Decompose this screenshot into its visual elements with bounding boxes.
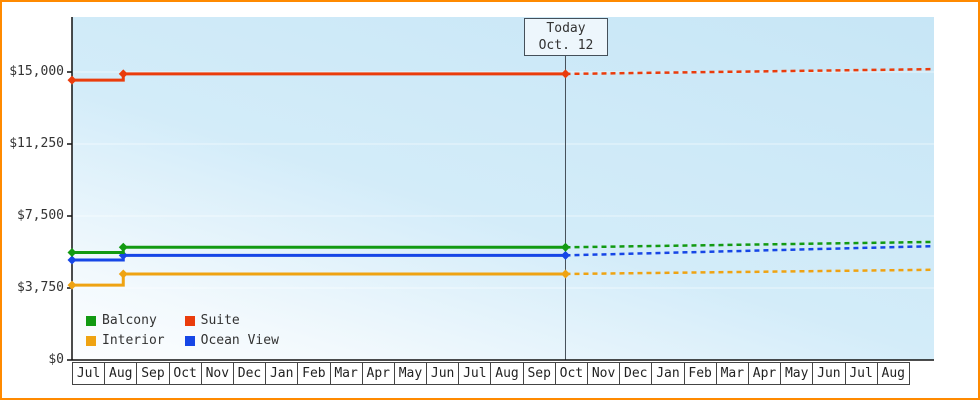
- x-axis: Jul Aug Sep Oct Nov Dec Jan Feb Mar Apr May Jun Jul A…: [72, 362, 910, 385]
- x-axis-label: Jul: [72, 362, 106, 385]
- data-marker: [67, 280, 77, 290]
- today-marker-label: Today Oct. 12: [524, 18, 608, 56]
- data-marker: [67, 247, 77, 257]
- x-axis-label: Aug: [490, 362, 524, 385]
- y-axis-label: $3,750: [17, 280, 64, 295]
- x-axis-label: Dec: [232, 362, 267, 385]
- x-axis-label: Jun: [812, 362, 846, 385]
- legend-item-suite: Suite: [184, 313, 279, 328]
- x-axis-label: Sep: [136, 362, 170, 385]
- x-axis-label: Apr: [361, 362, 395, 385]
- x-axis-label: Aug: [876, 362, 910, 385]
- x-axis-label: Jan: [651, 362, 685, 385]
- series-line-ocean-view: [72, 253, 566, 262]
- forecast-line-balcony: [565, 240, 935, 249]
- series-line-interior: [72, 272, 566, 287]
- x-axis-label: Feb: [683, 362, 717, 385]
- legend-swatch-icon: [184, 335, 195, 346]
- x-axis-label: Mar: [329, 362, 363, 385]
- data-marker: [560, 69, 570, 79]
- x-axis-label: Jul: [458, 362, 492, 385]
- legend-swatch-icon: [86, 335, 96, 346]
- legend-label: Ocean View: [200, 333, 279, 348]
- today-label-line1: Today: [546, 21, 586, 36]
- data-marker: [560, 269, 570, 279]
- forecast-line-ocean-view: [565, 244, 935, 257]
- series-line-suite: [72, 72, 566, 82]
- x-axis-label: Oct: [554, 362, 588, 385]
- x-axis-label: Jan: [265, 362, 299, 385]
- y-axis-label: $0: [48, 352, 64, 367]
- x-axis-label: Jul: [844, 362, 878, 385]
- forecast-line-interior: [565, 268, 935, 276]
- x-axis-label: Oct: [168, 362, 202, 385]
- x-axis-label: May: [780, 362, 814, 385]
- x-axis-label: Nov: [200, 362, 234, 385]
- x-axis-label: Feb: [297, 362, 331, 385]
- data-marker: [118, 269, 128, 279]
- legend-label: Balcony: [102, 313, 157, 328]
- forecast-line-suite: [565, 67, 935, 76]
- x-axis-label: Jun: [426, 362, 460, 385]
- today-label-line2: Oct. 12: [538, 38, 594, 53]
- x-axis-label: Aug: [104, 362, 138, 385]
- series-line-balcony: [72, 245, 566, 254]
- legend-label: Interior: [102, 333, 165, 348]
- legend-label: Suite: [200, 313, 240, 328]
- y-axis-label: $7,500: [17, 208, 64, 223]
- data-marker: [118, 242, 128, 252]
- legend-item-balcony: Balcony: [86, 313, 165, 328]
- data-marker: [118, 69, 128, 79]
- x-axis-label: Nov: [587, 362, 621, 385]
- x-axis-label: Sep: [522, 362, 556, 385]
- data-marker: [67, 75, 77, 85]
- legend-swatch-icon: [86, 315, 96, 326]
- y-axis-label: $15,000: [9, 64, 64, 79]
- x-axis-label: Mar: [715, 362, 749, 385]
- y-axis-label: $11,250: [9, 136, 64, 151]
- data-marker: [560, 250, 570, 260]
- x-axis-label: May: [393, 362, 428, 385]
- legend-item-ocean-view: Ocean View: [184, 333, 279, 348]
- x-axis-label: Dec: [619, 362, 653, 385]
- legend-item-interior: Interior: [86, 333, 165, 348]
- legend: Balcony Suite Interior Ocean View: [86, 313, 279, 348]
- x-axis-label: Apr: [747, 362, 782, 385]
- data-marker: [560, 242, 570, 252]
- legend-swatch-icon: [184, 315, 195, 326]
